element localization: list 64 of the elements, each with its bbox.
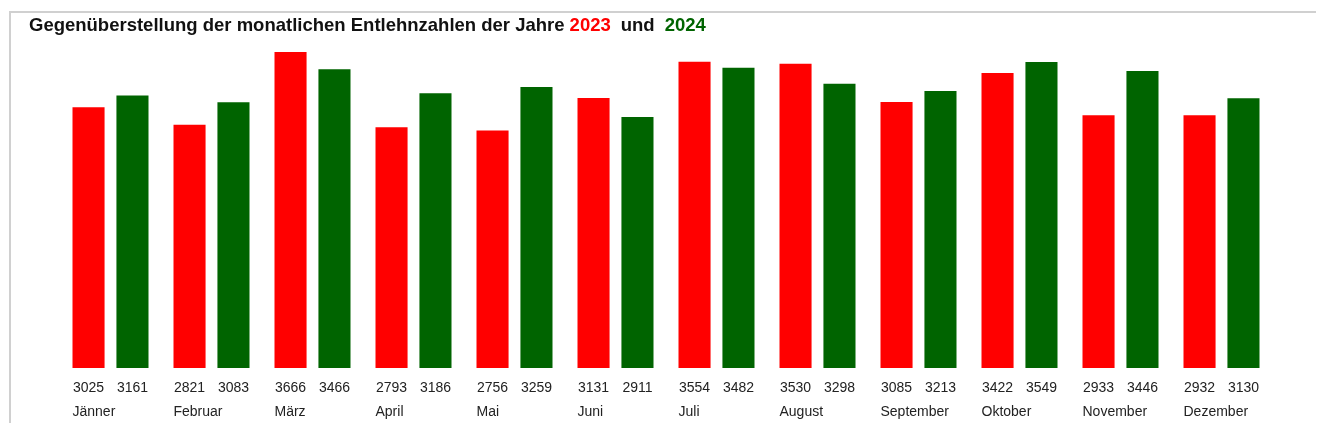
data-label: 3083 (217, 379, 250, 395)
data-label: 2911 (622, 379, 653, 395)
bar (318, 69, 351, 368)
data-label: 2932 (1183, 379, 1216, 395)
x-tick-label: Dezember (1183, 402, 1249, 419)
bar (173, 124, 206, 368)
data-label: 3161 (116, 379, 149, 395)
data-label: 3213 (924, 379, 957, 395)
series-label: 2024 (664, 14, 706, 35)
bar (1126, 70, 1159, 368)
bar (1227, 98, 1260, 368)
bar (419, 93, 452, 368)
bar (520, 87, 553, 368)
data-label: 3298 (823, 379, 856, 395)
x-tick-label: Jänner (72, 402, 116, 419)
bar (823, 83, 856, 368)
data-label: 3446 (1126, 379, 1159, 395)
bar (1082, 115, 1115, 368)
data-label: 3554 (678, 379, 711, 395)
x-tick-label: Oktober (981, 402, 1032, 419)
bar (678, 61, 711, 368)
data-label: 3549 (1025, 379, 1058, 395)
bar (1025, 62, 1058, 368)
data-label: 3466 (318, 379, 351, 395)
data-label: 3085 (880, 379, 913, 395)
bar (577, 98, 610, 368)
x-tick-label: September (880, 402, 950, 419)
text: und (620, 14, 655, 35)
bar (116, 95, 149, 368)
data-label: 3025 (72, 379, 105, 395)
bar (880, 102, 913, 368)
bar (217, 102, 250, 368)
bar (476, 130, 509, 368)
data-label: 3422 (981, 379, 1014, 395)
data-label: 2933 (1082, 379, 1115, 395)
x-tick-label: August (779, 402, 824, 419)
bar (722, 67, 755, 368)
data-label: 3130 (1227, 379, 1260, 395)
bar (621, 117, 654, 368)
bar (1183, 115, 1216, 368)
x-tick-label: Februar (173, 402, 223, 419)
x-tick-label: März (274, 402, 306, 419)
data-label: 2821 (173, 379, 206, 395)
bar (981, 73, 1014, 368)
x-tick-label: April (375, 402, 404, 419)
data-label: 3530 (779, 379, 812, 395)
bar (72, 107, 105, 368)
bar (375, 127, 408, 368)
x-tick-label: Juni (577, 402, 604, 419)
data-label: 2793 (375, 379, 408, 395)
data-label: 3482 (722, 379, 755, 395)
bar (779, 63, 812, 368)
data-label: 3186 (419, 379, 452, 395)
data-label: 3666 (274, 379, 307, 395)
data-label: 2756 (476, 379, 509, 395)
data-label: 3131 (577, 379, 610, 395)
data-label: 3259 (520, 379, 553, 395)
bar (274, 52, 307, 368)
x-tick-label: November (1082, 402, 1148, 419)
x-tick-label: Mai (476, 402, 500, 419)
text: 2023 (569, 14, 611, 35)
chart-title: Gegenüberstellung der monatlichen Entlehnzahlen der Jahre (29, 14, 565, 35)
x-tick-label: Juli (678, 402, 700, 419)
bar (924, 91, 957, 368)
